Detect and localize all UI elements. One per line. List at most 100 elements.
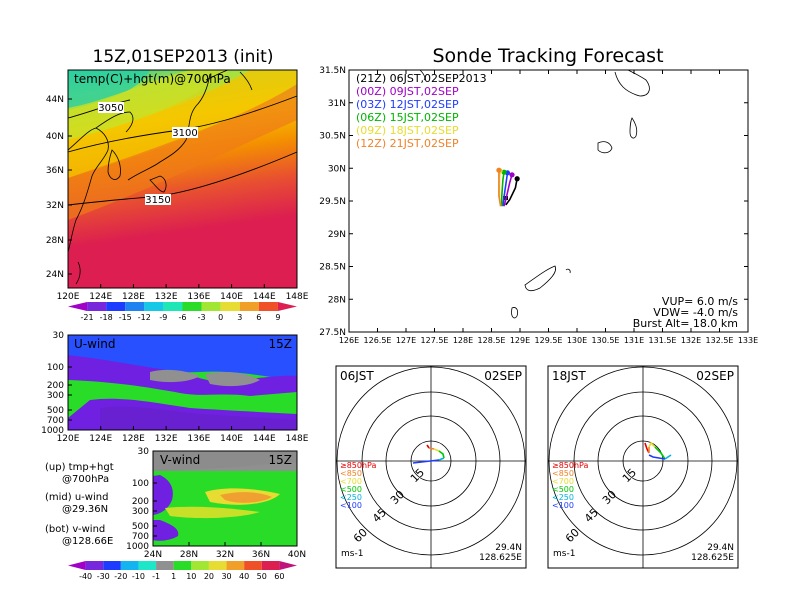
contour-label-3050: 3050 bbox=[98, 103, 123, 114]
lon-tick-label: 128E bbox=[453, 336, 473, 345]
lon-tick-label: 130.5E bbox=[592, 336, 620, 345]
sonde-params: VUP= 6.0 m/s VDW= -4.0 m/s Burst Alt= 18… bbox=[633, 295, 739, 330]
contour-label-3100: 3100 bbox=[172, 128, 197, 139]
lon-tick-label: 140E bbox=[220, 292, 243, 302]
polar-lon: 128.625E bbox=[691, 553, 734, 563]
sonde-track-endpoint bbox=[496, 167, 502, 173]
uwind-section: U-wind 15Z bbox=[67, 334, 298, 431]
contour-label-3150: 3150 bbox=[145, 195, 170, 206]
desc-mid-level: @29.36N bbox=[62, 504, 108, 515]
lon-tick-label: 132E bbox=[155, 434, 178, 444]
lon-tick-label: 131E bbox=[624, 336, 644, 345]
lon-tick-label: 148E bbox=[286, 434, 309, 444]
lat-tick-label: 32N bbox=[46, 201, 64, 211]
hodograph-segment bbox=[438, 450, 445, 459]
colorbar-swatch bbox=[106, 302, 126, 311]
lon-tick-label: 124E bbox=[89, 434, 112, 444]
colorbar-swatch bbox=[85, 561, 104, 570]
lon-tick-label: 136E bbox=[187, 292, 210, 302]
lat-tick-label: 24N bbox=[144, 550, 162, 560]
colorbar-label: -10 bbox=[132, 572, 145, 581]
polar-level-legend: <250 bbox=[340, 493, 362, 502]
left-map-title: 15Z,01SEP2013 (init) bbox=[93, 47, 274, 67]
temp-map-label: temp(C)+hgt(m)@700hPa bbox=[74, 72, 231, 86]
panel-descriptions: (up) tmp+hgt @700hPa (mid) u-wind @29.36… bbox=[45, 462, 114, 547]
wind-colorbar: -40 -30 -20 -10 -1 1 10 20 30 40 50 60 bbox=[68, 561, 297, 581]
colorbar-label: 1 bbox=[171, 572, 176, 581]
hodograph-segment bbox=[648, 441, 656, 448]
p-tick-label: 500 bbox=[132, 522, 149, 532]
colorbar-label: -20 bbox=[114, 572, 127, 581]
colorbar-swatch bbox=[201, 302, 221, 311]
colorbar-label: -21 bbox=[81, 313, 94, 322]
lon-tick-label: 133E bbox=[738, 336, 758, 345]
p-tick-label: 1000 bbox=[41, 426, 64, 436]
colorbar-label: -6 bbox=[179, 313, 187, 322]
lon-tick-label: 136E bbox=[187, 434, 210, 444]
desc-up-level: @700hPa bbox=[62, 474, 109, 485]
legend-entry-00z: (00Z) 09JST,02SEP bbox=[356, 85, 459, 98]
colorbar-swatch bbox=[144, 302, 164, 311]
lat-tick-label: 40N bbox=[46, 132, 64, 142]
param-burst: Burst Alt= 18.0 km bbox=[633, 317, 738, 330]
lat-tick-label: 28N bbox=[328, 295, 346, 305]
desc-up: (up) tmp+hgt bbox=[45, 462, 114, 473]
lon-tick-label: 128E bbox=[122, 434, 145, 444]
lat-tick-label: 36N bbox=[252, 550, 270, 560]
colorbar-swatch bbox=[138, 561, 157, 570]
uwind-lon-ticks: 120E 124E 128E 132E 136E 140E 144E 148E bbox=[57, 426, 309, 444]
legend-entry-09z: (09Z) 18JST,02SEP bbox=[356, 124, 459, 137]
lon-tick-label: 132E bbox=[681, 336, 701, 345]
lon-tick-label: 131.5E bbox=[649, 336, 677, 345]
track-map bbox=[348, 69, 749, 333]
p-tick-label: 200 bbox=[132, 497, 149, 507]
colorbar-swatch bbox=[68, 561, 86, 570]
lon-tick-label: 128E bbox=[122, 292, 145, 302]
lat-tick-label: 28.5N bbox=[319, 263, 346, 273]
lon-tick-label: 130E bbox=[567, 336, 587, 345]
lat-tick-label: 30N bbox=[328, 164, 346, 174]
desc-mid: (mid) u-wind bbox=[45, 492, 108, 503]
hodograph-segment bbox=[433, 448, 440, 452]
lat-tick-label: 40N bbox=[288, 550, 306, 560]
sonde-track-line bbox=[502, 172, 509, 207]
colorbar-swatch bbox=[163, 302, 183, 311]
polar-level-legend: <850 bbox=[340, 469, 362, 478]
polar-level-legend: <250 bbox=[552, 493, 574, 502]
temp-map: 3050 3100 3150 temp(C)+hgt(m)@700hPa bbox=[67, 69, 298, 289]
sonde-track-line bbox=[498, 170, 502, 207]
colorbar-swatch bbox=[208, 561, 227, 570]
colorbar-swatch bbox=[87, 302, 107, 311]
polar-plot-06jst: 06JST 02SEP15304560ms-129.4N128.625E≥850h… bbox=[335, 365, 527, 569]
colorbar-label: -9 bbox=[159, 313, 167, 322]
sonde-track-line bbox=[500, 172, 505, 207]
colorbar-swatch bbox=[279, 561, 297, 570]
colorbar-label: -3 bbox=[198, 313, 206, 322]
lat-tick-label: 32N bbox=[216, 550, 234, 560]
main-lat-ticks: 31.5N 31N 30.5N 30N 29.5N 29N 28.5N 28N 27.5N bbox=[319, 66, 748, 338]
main-lon-ticks: 126E 126.5E 127E 127.5E 128E 128.5E 129E 129.5E… bbox=[339, 70, 758, 345]
colorbar-label: -12 bbox=[138, 313, 151, 322]
lon-tick-label: 124E bbox=[89, 292, 112, 302]
colorbar-swatch bbox=[277, 302, 297, 311]
vwind-lat-ticks: 24N 28N 32N 36N 40N bbox=[144, 542, 306, 560]
hodograph-segment bbox=[428, 447, 435, 450]
lon-tick-label: 148E bbox=[286, 292, 309, 302]
lat-tick-label: 28N bbox=[180, 550, 198, 560]
lat-tick-label: 28N bbox=[46, 236, 64, 246]
sonde-track-line bbox=[505, 178, 518, 206]
polar-lat: 29.4N bbox=[495, 543, 522, 553]
colorbar-swatch bbox=[125, 302, 145, 311]
colorbar-label: 10 bbox=[186, 572, 196, 581]
colorbar-swatch bbox=[173, 561, 192, 570]
p-tick-label: 700 bbox=[132, 532, 149, 542]
polar-lon: 128.625E bbox=[479, 553, 522, 563]
sonde-track-endpoint bbox=[509, 172, 515, 178]
polar-unit: ms-1 bbox=[341, 549, 363, 559]
colorbar-swatch bbox=[182, 302, 202, 311]
colorbar-label: 60 bbox=[274, 572, 284, 581]
polar-time: 06JST bbox=[340, 369, 374, 383]
p-tick-label: 300 bbox=[132, 507, 149, 517]
main-title: Sonde Tracking Forecast bbox=[432, 45, 663, 67]
